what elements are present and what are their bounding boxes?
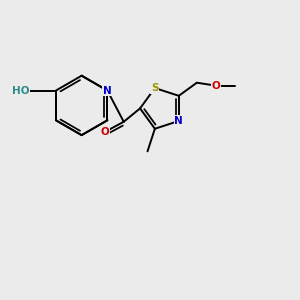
Text: HO: HO [12,85,29,96]
Text: N: N [103,85,112,96]
Text: S: S [151,83,159,93]
Text: O: O [100,127,109,137]
Text: O: O [212,81,220,91]
Text: N: N [174,116,183,126]
